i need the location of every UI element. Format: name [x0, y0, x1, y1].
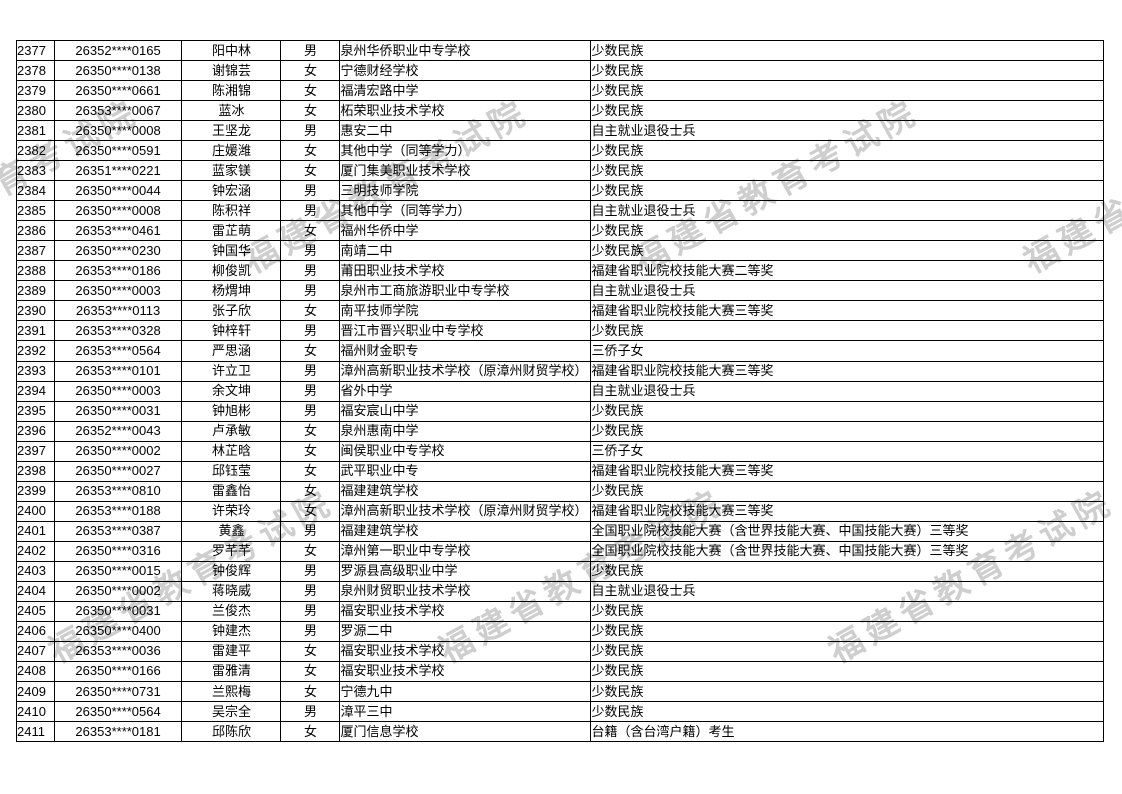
- svg-text:教: 教: [0, 173, 1, 223]
